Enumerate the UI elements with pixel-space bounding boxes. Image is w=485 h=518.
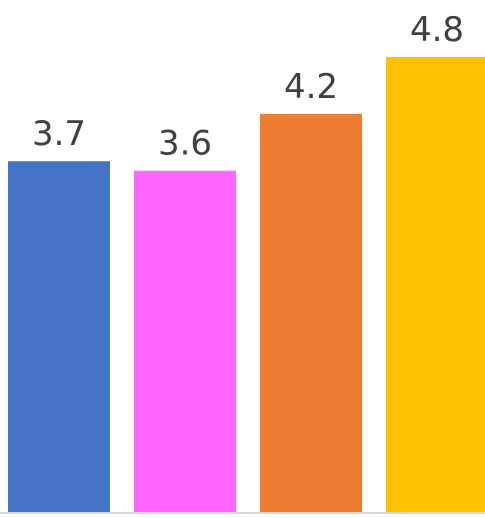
bar-value-label-4: 4.8 (410, 10, 464, 50)
bar-3 (260, 113, 362, 512)
bar-value-label-3: 4.2 (284, 67, 338, 107)
bar-value-label-2: 3.6 (158, 124, 212, 164)
bars-group (8, 56, 485, 513)
bar-1 (8, 161, 110, 513)
value-labels-group: 3.7 3.6 4.2 4.8 (32, 10, 464, 164)
bar-2 (134, 170, 236, 512)
bar-4 (386, 56, 485, 513)
bar-value-label-1: 3.7 (32, 114, 86, 154)
